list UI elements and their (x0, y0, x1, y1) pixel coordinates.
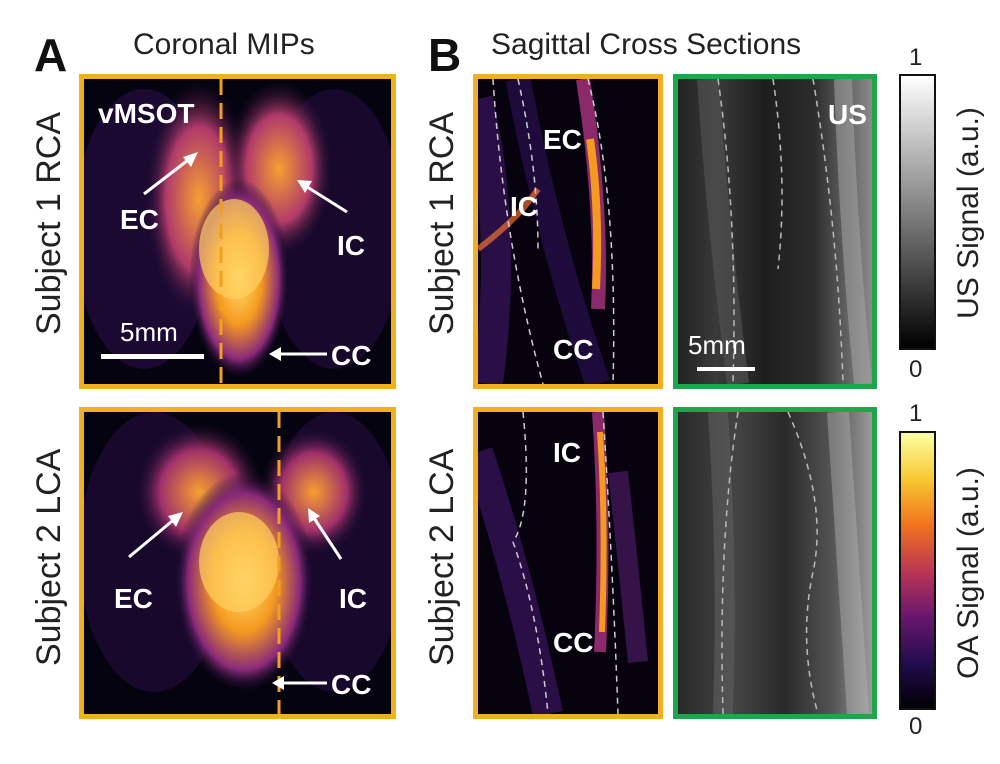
cc-label-4: CC (553, 627, 593, 658)
scale-bar-label: 5mm (120, 317, 178, 347)
us-sagittal-subject1: US 5mm (673, 74, 877, 389)
panel-letter-a: A (34, 29, 68, 81)
row-label-subject1-a: Subject 1 RCA (30, 112, 68, 335)
us-colorbar-max: 1 (909, 44, 923, 71)
us-colorbar-label: US Signal (a.u.) (952, 107, 985, 319)
row-label-subject2-b: Subject 2 LCA (423, 448, 461, 666)
ec-label: EC (120, 204, 159, 235)
scale-bar (101, 354, 204, 359)
ic-label: IC (337, 230, 365, 261)
row-label-subject1-b: Subject 1 RCA (423, 112, 461, 335)
panel-a-title: Coronal MIPs (133, 28, 315, 61)
vmsot-label: vMSOT (98, 98, 194, 129)
scale-bar-label-2: 5mm (688, 330, 746, 360)
ic-label-4: IC (553, 437, 581, 468)
oa-colorbar-max: 1 (909, 400, 923, 427)
row-label-subject2-a: Subject 2 LCA (30, 448, 68, 666)
oa-colorbar-label: OA Signal (a.u.) (952, 467, 985, 679)
us-colorbar (899, 74, 936, 350)
cc-label-2: CC (331, 669, 371, 700)
cc-label: CC (331, 340, 371, 371)
cc-label-3: CC (553, 334, 593, 365)
ic-label-2: IC (339, 583, 367, 614)
coronal-mip-subject2: EC IC CC (79, 407, 396, 719)
scale-bar-2 (697, 367, 755, 371)
coronal-mip-subject1: vMSOT EC IC CC 5mm (79, 74, 396, 389)
oa-sagittal-subject2: IC CC (473, 407, 663, 719)
us-sagittal-subject2 (673, 407, 877, 719)
oa-colorbar (899, 431, 936, 710)
us-label: US (828, 99, 867, 130)
ic-label-3: IC (510, 191, 538, 222)
ec-label-3: EC (543, 124, 582, 155)
panel-b-title: Sagittal Cross Sections (491, 28, 802, 61)
us-colorbar-min: 0 (909, 356, 923, 383)
oa-sagittal-subject1: EC IC CC (473, 74, 663, 389)
panel-letter-b: B (428, 29, 462, 81)
ec-label-2: EC (114, 583, 153, 614)
oa-colorbar-min: 0 (909, 713, 923, 740)
